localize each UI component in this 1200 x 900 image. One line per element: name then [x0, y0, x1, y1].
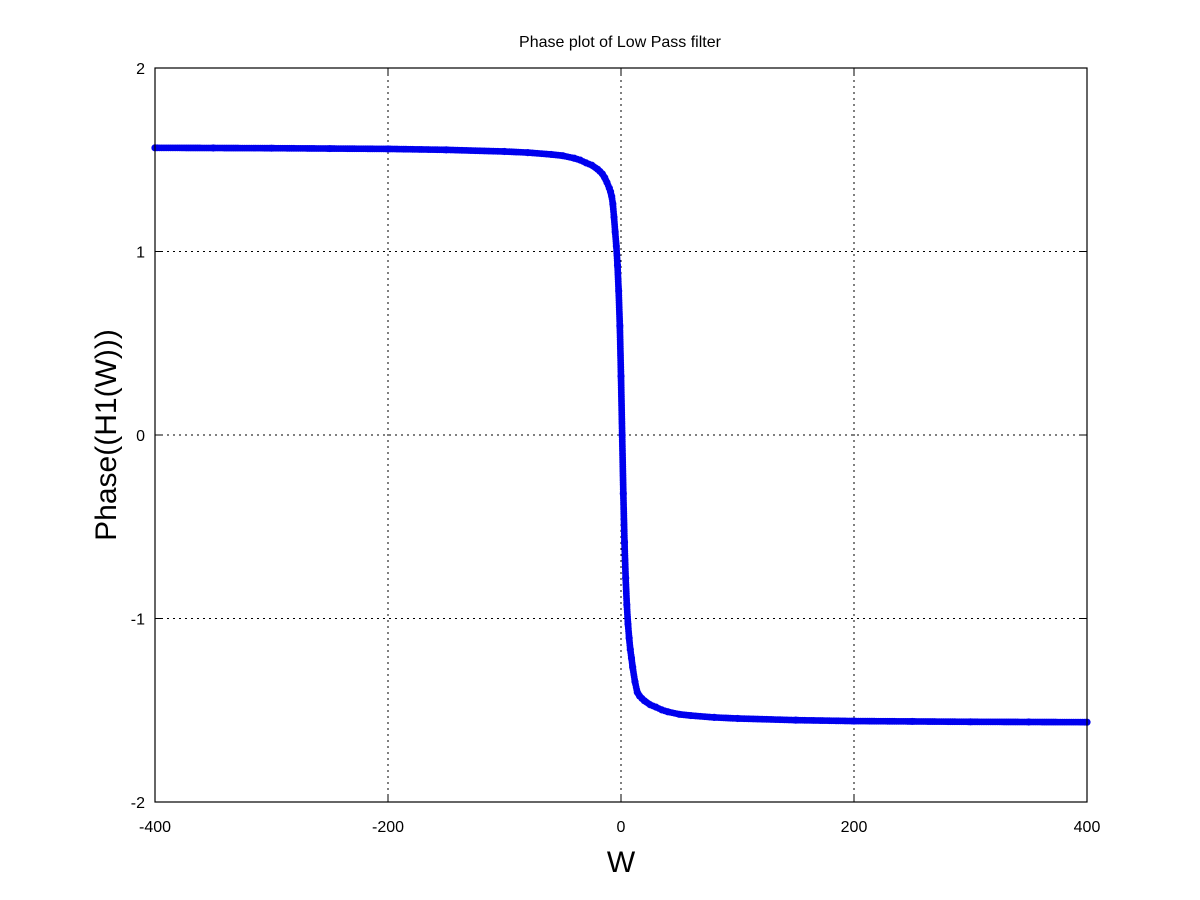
data-point — [652, 703, 660, 711]
data-point — [733, 714, 742, 723]
data-point — [618, 431, 626, 439]
y-tick-label: 0 — [136, 428, 145, 445]
series-group — [151, 144, 1091, 726]
data-point — [610, 213, 618, 221]
data-point — [547, 150, 555, 159]
y-axis-label: Phase((H1(W))) — [90, 329, 123, 541]
data-point — [675, 710, 683, 718]
x-axis-label: W — [607, 846, 636, 879]
data-point — [384, 145, 392, 153]
data-point — [442, 146, 450, 154]
data-point — [611, 228, 619, 236]
data-point — [629, 663, 637, 671]
axis-ticks: -400 -200 0 200 400 2 1 0 -1 -2 — [131, 61, 1101, 836]
data-point — [624, 620, 632, 628]
data-point — [792, 716, 800, 724]
data-point — [687, 711, 695, 720]
chart-title: Phase plot of Low Pass filter — [519, 34, 722, 51]
x-tick-label: 400 — [1074, 819, 1101, 836]
data-point — [612, 242, 620, 250]
data-point — [616, 322, 624, 330]
x-tick-label: -200 — [372, 819, 404, 836]
y-tick-label: -2 — [131, 795, 145, 812]
data-point — [626, 646, 634, 654]
y-tick-label: -1 — [131, 612, 145, 629]
data-point — [664, 708, 672, 716]
data-point — [640, 697, 648, 705]
y-tick-label: 2 — [136, 61, 145, 78]
data-point — [209, 144, 217, 152]
data-point — [588, 161, 596, 169]
data-point — [559, 152, 567, 160]
data-point — [613, 261, 622, 269]
data-point — [625, 634, 633, 642]
data-point — [617, 372, 625, 380]
x-tick-label: 200 — [841, 819, 868, 836]
data-point — [619, 490, 627, 498]
data-point — [267, 144, 276, 152]
data-point — [850, 717, 858, 725]
y-tick-label: 1 — [136, 245, 145, 262]
data-point — [646, 701, 654, 709]
data-point — [576, 156, 584, 164]
data-point — [622, 574, 630, 582]
data-point — [1025, 718, 1033, 726]
data-point — [608, 192, 616, 200]
data-point — [710, 713, 718, 722]
data-point — [658, 706, 666, 714]
data-point — [326, 144, 334, 153]
data-point — [627, 654, 636, 662]
data-point — [603, 178, 611, 187]
data-point — [966, 718, 975, 726]
data-point — [623, 601, 631, 609]
data-point — [609, 200, 617, 208]
data-point — [582, 159, 590, 167]
data-point — [500, 147, 509, 156]
x-tick-label: -400 — [139, 819, 171, 836]
data-point — [908, 717, 916, 726]
data-point — [570, 154, 579, 162]
data-point — [524, 148, 532, 157]
data-point — [631, 678, 639, 686]
data-point — [615, 287, 623, 295]
data-point — [620, 538, 629, 546]
x-tick-label: 0 — [617, 819, 626, 836]
